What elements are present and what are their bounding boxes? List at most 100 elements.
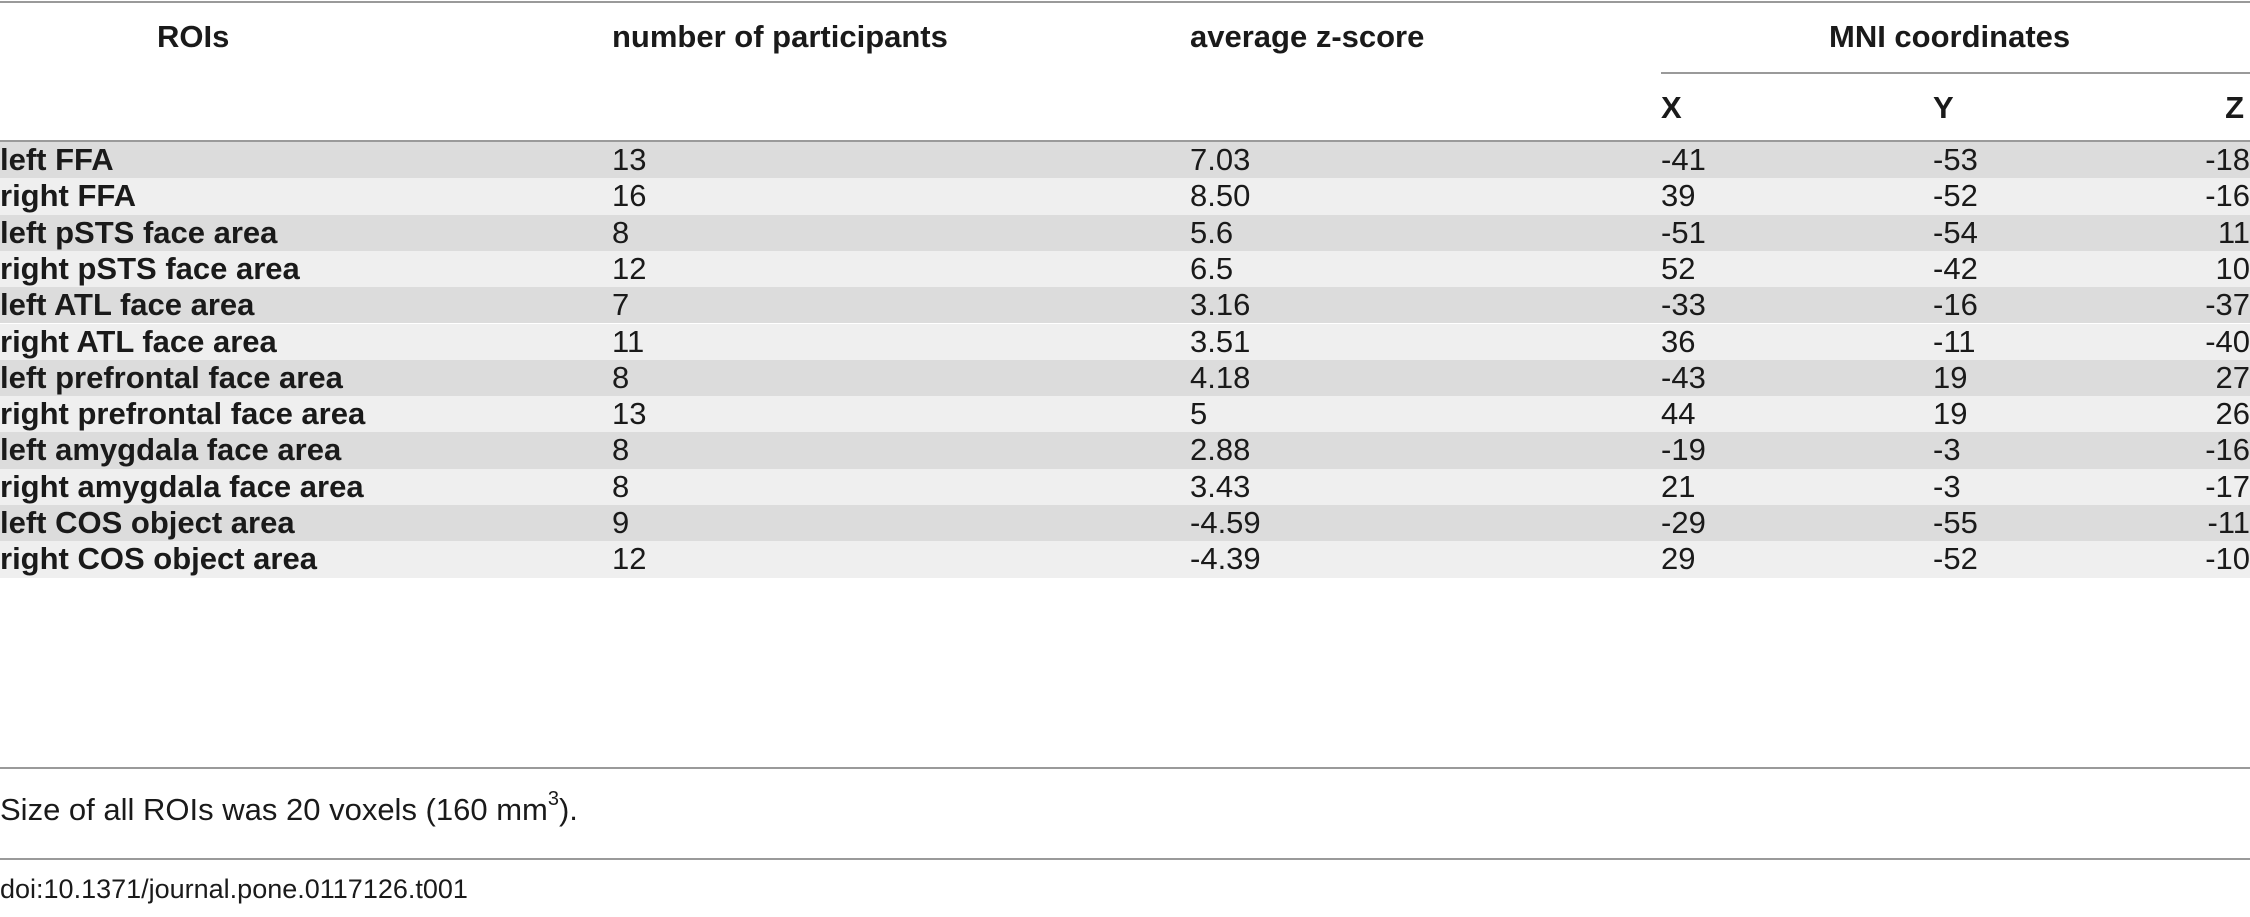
z-score-cell: 8.50: [1190, 178, 1251, 214]
mni-header-rule: [1661, 72, 2250, 74]
participants-cell: 12: [612, 250, 647, 286]
roi-name-cell: left FFA: [0, 142, 114, 177]
roi-name-cell: left prefrontal face area: [0, 359, 343, 395]
table-row: right prefrontal face area 13 5 44 19 26: [0, 396, 2250, 433]
x-coordinate-cell: -29: [1661, 505, 1706, 540]
z-score-cell: 5.6: [1190, 214, 1234, 250]
table-row: right FFA 16 8.50 39 -52 -16: [0, 178, 2250, 215]
table-bottom-rule: [0, 767, 2250, 769]
roi-name-cell: right pSTS face area: [0, 250, 300, 286]
participants-cell: 8: [612, 432, 630, 468]
x-coordinate-cell: 39: [1661, 178, 1696, 214]
header-bottom-rule: [0, 140, 2250, 142]
y-coordinate-cell: -54: [1933, 214, 1978, 250]
roi-name-cell: right ATL face area: [0, 323, 277, 359]
z-coordinate-cell: 26: [2215, 396, 2250, 432]
roi-name-cell: right prefrontal face area: [0, 396, 366, 432]
z-coordinate-cell: -11: [2207, 505, 2250, 540]
z-score-cell: 2.88: [1190, 432, 1251, 468]
z-score-cell: -4.39: [1190, 541, 1261, 577]
y-coordinate-cell: -11: [1933, 323, 1976, 359]
z-coordinate-cell: -16: [2205, 178, 2250, 214]
y-coordinate-cell: -52: [1933, 178, 1978, 214]
z-score-cell: 5: [1190, 396, 1208, 432]
header-rois: ROIs: [157, 19, 230, 54]
z-coordinate-cell: -10: [2205, 541, 2250, 577]
z-score-cell: -4.59: [1190, 505, 1261, 540]
table-row: right amygdala face area 8 3.43 21 -3 -17: [0, 468, 2250, 505]
participants-cell: 8: [612, 214, 630, 250]
y-coordinate-cell: -42: [1933, 250, 1978, 286]
table-row: left pSTS face area 8 5.6 -51 -54 11: [0, 214, 2250, 251]
z-score-cell: 7.03: [1190, 142, 1251, 177]
x-coordinate-cell: 52: [1661, 250, 1696, 286]
roi-name-cell: right amygdala face area: [0, 468, 364, 504]
x-coordinate-cell: -33: [1661, 287, 1706, 323]
y-coordinate-cell: 19: [1933, 396, 1968, 432]
header-mni-coordinates: MNI coordinates: [1829, 19, 2071, 54]
header-participants: number of participants: [612, 19, 948, 54]
y-coordinate-cell: -3: [1933, 432, 1961, 468]
table-row: left FFA 13 7.03 -41 -53 -18: [0, 142, 2250, 179]
table-row: left COS object area 9 -4.59 -29 -55 -11: [0, 505, 2250, 542]
z-coordinate-cell: 27: [2215, 359, 2250, 395]
header-x: X: [1661, 90, 1682, 125]
z-coordinate-cell: -16: [2205, 432, 2250, 468]
table-row: left ATL face area 7 3.16 -33 -16 -37: [0, 287, 2250, 324]
z-coordinate-cell: -17: [2205, 468, 2250, 504]
z-coordinate-cell: 10: [2215, 250, 2250, 286]
participants-cell: 12: [612, 541, 647, 577]
z-coordinate-cell: 11: [2217, 214, 2250, 250]
table-row: left prefrontal face area 8 4.18 -43 19 27: [0, 359, 2250, 397]
roi-name-cell: left ATL face area: [0, 287, 255, 323]
x-coordinate-cell: 21: [1661, 468, 1696, 504]
header-average-z-score: average z-score: [1190, 19, 1425, 54]
x-coordinate-cell: 29: [1661, 541, 1696, 577]
roi-name-cell: left COS object area: [0, 505, 295, 540]
z-coordinate-cell: -40: [2205, 323, 2250, 359]
footnote-text: Size of all ROIs was 20 voxels (160 mm: [0, 792, 548, 827]
z-score-cell: 3.16: [1190, 287, 1251, 323]
participants-cell: 13: [612, 396, 647, 432]
x-coordinate-cell: 36: [1661, 323, 1696, 359]
participants-cell: 13: [612, 142, 647, 177]
z-score-cell: 3.51: [1190, 323, 1251, 359]
y-coordinate-cell: 19: [1933, 359, 1968, 395]
participants-cell: 7: [612, 287, 630, 323]
y-coordinate-cell: -16: [1933, 287, 1978, 323]
participants-cell: 11: [612, 323, 645, 359]
y-coordinate-cell: -3: [1933, 468, 1961, 504]
x-coordinate-cell: -43: [1661, 359, 1706, 395]
z-score-cell: 6.5: [1190, 250, 1234, 286]
y-coordinate-cell: -53: [1933, 142, 1978, 177]
footnote-rule: [0, 858, 2250, 860]
roi-name-cell: right FFA: [0, 178, 137, 214]
participants-cell: 8: [612, 359, 630, 395]
z-score-cell: 3.43: [1190, 468, 1251, 504]
table-row: right COS object area 12 -4.39 29 -52 -10: [0, 541, 2250, 578]
table-row: left amygdala face area 8 2.88 -19 -3 -16: [0, 432, 2250, 469]
z-score-cell: 4.18: [1190, 359, 1251, 395]
roi-name-cell: left pSTS face area: [0, 214, 278, 250]
participants-cell: 8: [612, 468, 630, 504]
x-coordinate-cell: -51: [1661, 214, 1706, 250]
header-y: Y: [1933, 90, 1954, 125]
table-top-rule: [0, 1, 2250, 3]
x-coordinate-cell: -19: [1661, 432, 1706, 468]
roi-name-cell: left amygdala face area: [0, 432, 342, 468]
participants-cell: 9: [612, 505, 630, 540]
header-z: Z: [2225, 90, 2244, 125]
table-row: right pSTS face area 12 6.5 52 -42 10: [0, 250, 2250, 288]
z-coordinate-cell: -37: [2205, 287, 2250, 323]
table-footnote: Size of all ROIs was 20 voxels (160 mm3)…: [0, 764, 578, 856]
y-coordinate-cell: -52: [1933, 541, 1978, 577]
doi-label: doi:10.1371/journal.pone.0117126.t001: [0, 874, 468, 904]
z-coordinate-cell: -18: [2205, 142, 2250, 177]
footnote-superscript: 3: [547, 787, 559, 810]
x-coordinate-cell: 44: [1661, 396, 1696, 432]
roi-name-cell: right COS object area: [0, 541, 317, 577]
footnote-text-end: ).: [558, 792, 578, 827]
x-coordinate-cell: -41: [1661, 142, 1706, 177]
participants-cell: 16: [612, 178, 647, 214]
table-row: right ATL face area 11 3.51 36 -11 -40: [0, 323, 2250, 360]
